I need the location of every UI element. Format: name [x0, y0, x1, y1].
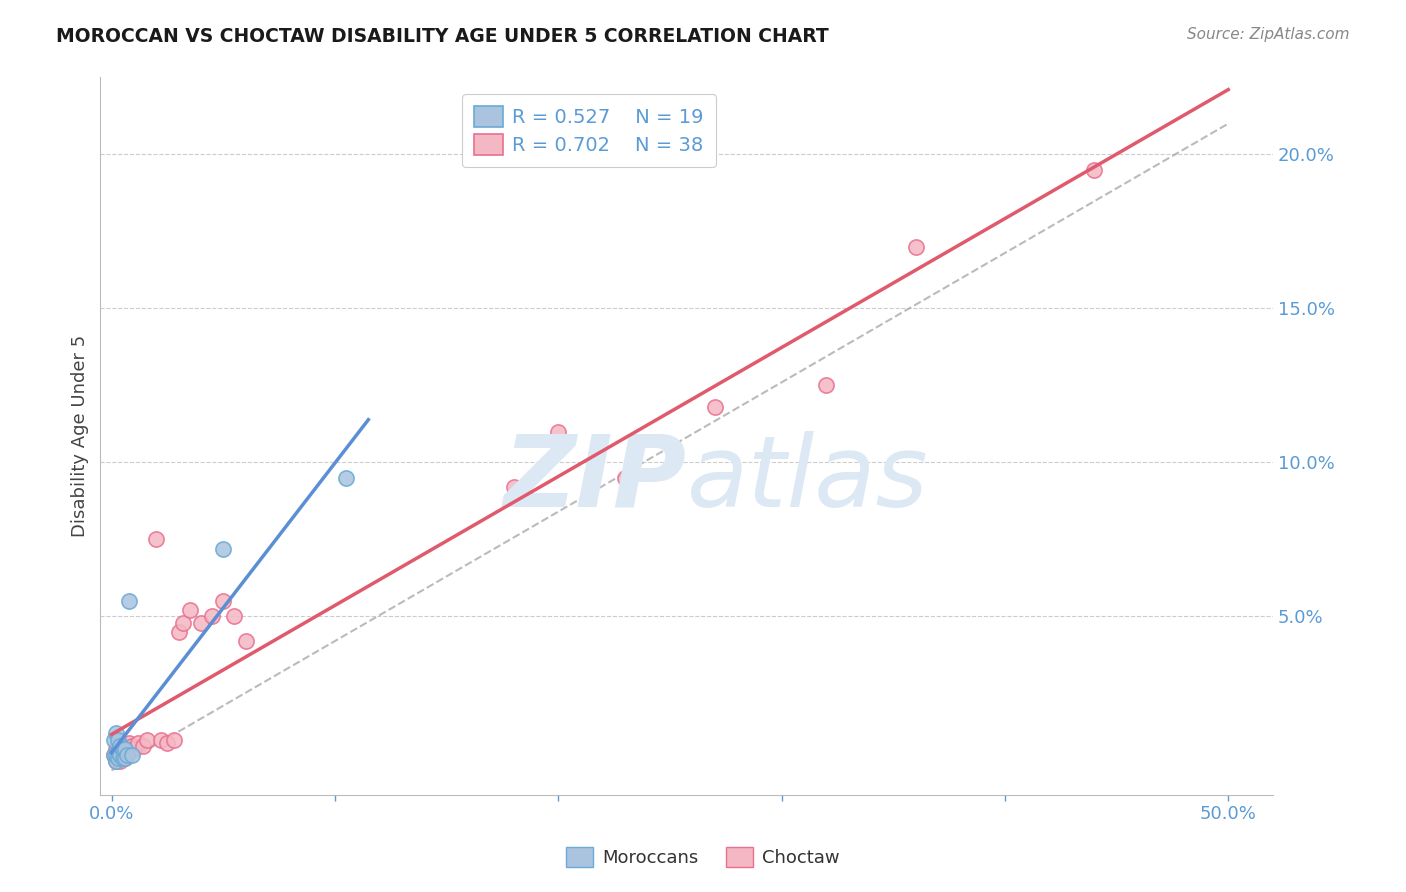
Point	[703, 400, 725, 414]
Point	[110, 742, 132, 756]
Point	[107, 751, 129, 765]
Point	[201, 609, 224, 624]
Point	[224, 609, 246, 624]
Text: Source: ZipAtlas.com: Source: ZipAtlas.com	[1187, 27, 1350, 42]
Point	[111, 751, 134, 765]
Point	[815, 378, 838, 392]
Point	[115, 747, 138, 762]
Point	[110, 747, 132, 762]
Y-axis label: Disability Age Under 5: Disability Age Under 5	[72, 335, 89, 537]
Point	[212, 594, 235, 608]
Point	[103, 747, 125, 762]
Point	[122, 742, 145, 756]
Point	[111, 739, 134, 753]
Point	[111, 742, 134, 756]
Point	[904, 240, 927, 254]
Point	[114, 742, 136, 756]
Point	[502, 480, 524, 494]
Point	[103, 732, 125, 747]
Point	[104, 747, 127, 762]
Point	[111, 751, 134, 765]
Point	[1083, 162, 1105, 177]
Point	[110, 754, 132, 768]
Point	[103, 747, 125, 762]
Point	[127, 736, 149, 750]
Point	[156, 736, 179, 750]
Point	[121, 747, 143, 762]
Point	[614, 471, 637, 485]
Legend: R = 0.527    N = 19, R = 0.702    N = 38: R = 0.527 N = 19, R = 0.702 N = 38	[461, 95, 716, 167]
Point	[172, 615, 194, 630]
Point	[107, 732, 129, 747]
Point	[132, 739, 155, 753]
Point	[136, 732, 159, 747]
Point	[163, 732, 186, 747]
Text: MOROCCAN VS CHOCTAW DISABILITY AGE UNDER 5 CORRELATION CHART: MOROCCAN VS CHOCTAW DISABILITY AGE UNDER…	[56, 27, 830, 45]
Point	[190, 615, 212, 630]
Point	[118, 736, 141, 750]
Point	[167, 624, 190, 639]
Point	[104, 754, 127, 768]
Point	[104, 742, 127, 756]
Point	[179, 603, 201, 617]
Point	[104, 754, 127, 768]
Point	[547, 425, 569, 439]
Point	[114, 751, 136, 765]
Legend: Moroccans, Choctaw: Moroccans, Choctaw	[560, 839, 846, 874]
Point	[212, 541, 235, 556]
Point	[335, 471, 357, 485]
Point	[107, 751, 129, 765]
Point	[104, 726, 127, 740]
Text: ZIP: ZIP	[503, 431, 686, 528]
Point	[118, 594, 141, 608]
Point	[118, 742, 141, 756]
Point	[121, 739, 143, 753]
Point	[107, 745, 129, 759]
Point	[149, 732, 172, 747]
Point	[235, 634, 257, 648]
Point	[114, 745, 136, 759]
Point	[107, 745, 129, 759]
Text: atlas: atlas	[686, 431, 928, 528]
Point	[110, 739, 132, 753]
Point	[114, 751, 136, 765]
Point	[145, 533, 167, 547]
Point	[115, 747, 138, 762]
